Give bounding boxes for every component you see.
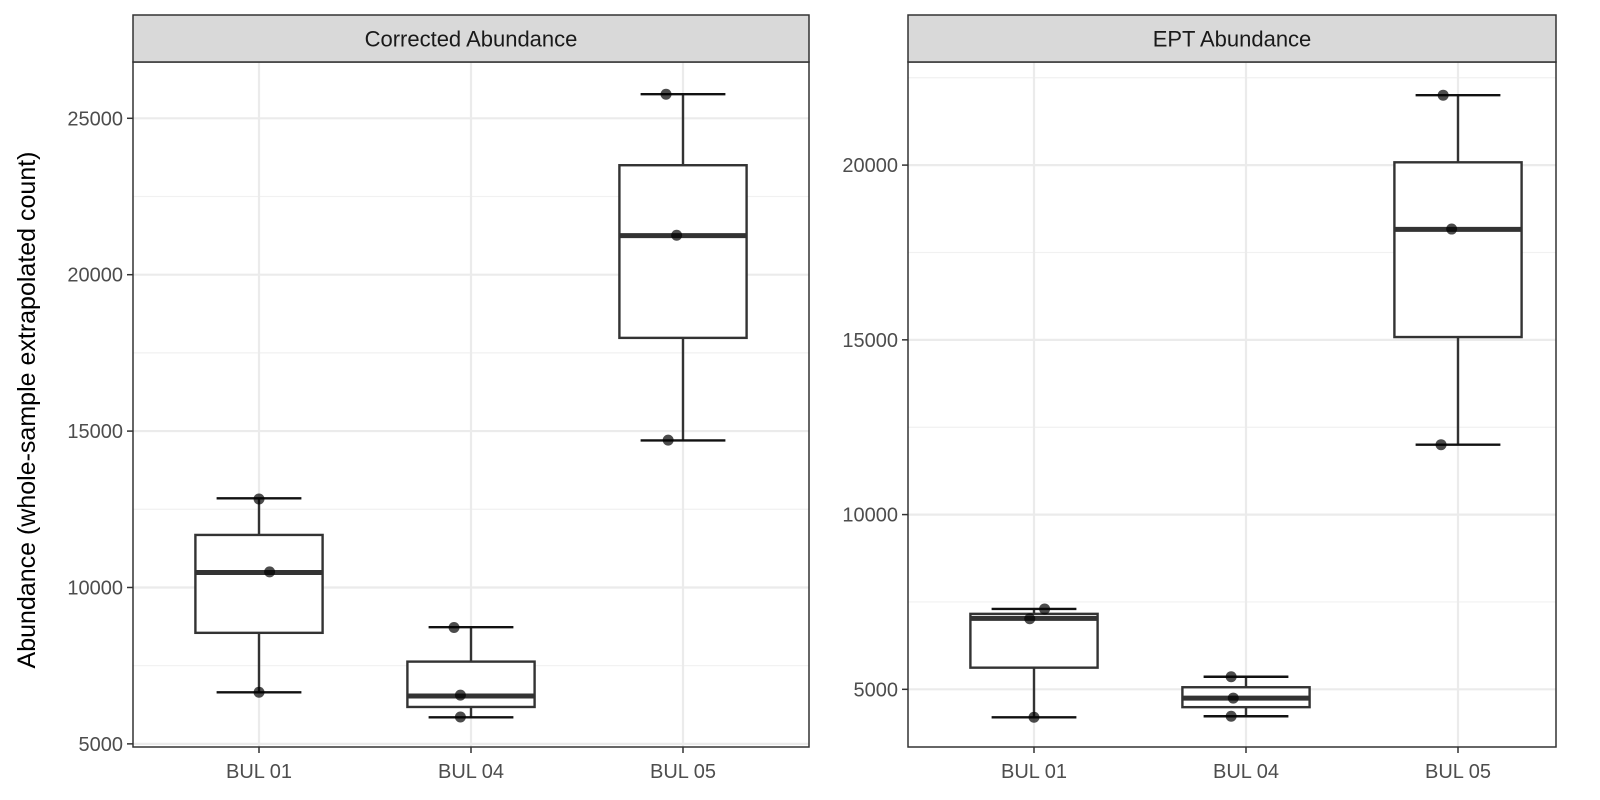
data-point bbox=[1039, 603, 1051, 615]
box-iqr bbox=[1393, 161, 1523, 339]
facet-panel: EPT Abundance 5000 10000 15000 20000 BUL 01 BU… bbox=[842, 14, 1557, 783]
data-point bbox=[1227, 692, 1239, 704]
boxplot-bul-05 bbox=[1393, 94, 1523, 446]
box-iqr bbox=[406, 660, 536, 709]
y-tick-label: 20000 bbox=[842, 155, 898, 177]
data-point bbox=[1446, 223, 1458, 235]
data-point bbox=[1435, 439, 1447, 451]
boxplot-bul-05 bbox=[618, 93, 748, 442]
y-axis-label: Abundance (whole-sample extrapolated cou… bbox=[13, 152, 41, 669]
x-tick-label: BUL 04 bbox=[1213, 761, 1279, 783]
y-tick-label: 15000 bbox=[67, 421, 123, 443]
data-point bbox=[448, 622, 460, 634]
data-point bbox=[253, 686, 265, 698]
facet-strip bbox=[907, 14, 1557, 63]
data-point bbox=[662, 434, 674, 446]
x-tick-label: BUL 04 bbox=[438, 761, 504, 783]
x-tick-label: BUL 01 bbox=[1001, 761, 1067, 783]
y-tick-label: 10000 bbox=[842, 505, 898, 527]
data-point bbox=[454, 689, 466, 701]
data-point bbox=[671, 229, 683, 241]
boxplot-bul-04 bbox=[406, 626, 536, 719]
data-point bbox=[454, 711, 466, 723]
y-tick-label: 10000 bbox=[67, 577, 123, 599]
y-tick-label: 20000 bbox=[67, 265, 123, 287]
data-point bbox=[1024, 613, 1036, 625]
box-iqr bbox=[969, 612, 1099, 669]
facet-panels: Corrected Abundance 5000 10000 15000 20000 25… bbox=[67, 14, 1557, 783]
box-iqr bbox=[618, 164, 748, 340]
facet-title: Corrected Abundance bbox=[365, 27, 578, 52]
x-tick-label: BUL 05 bbox=[650, 761, 716, 783]
data-point bbox=[660, 88, 672, 100]
data-point bbox=[264, 566, 276, 578]
data-point bbox=[1225, 671, 1237, 683]
data-point bbox=[1028, 711, 1040, 723]
y-tick-label: 15000 bbox=[842, 330, 898, 352]
boxplot-bul-04 bbox=[1181, 675, 1311, 718]
x-tick-label: BUL 05 bbox=[1425, 761, 1491, 783]
facet-strip bbox=[132, 14, 810, 63]
y-tick-label: 5000 bbox=[79, 734, 124, 756]
data-point bbox=[1437, 89, 1449, 101]
data-point bbox=[1225, 710, 1237, 722]
data-point bbox=[253, 493, 265, 505]
boxplot-bul-01 bbox=[969, 607, 1099, 719]
box-iqr bbox=[194, 533, 324, 635]
y-tick-label: 5000 bbox=[854, 679, 899, 701]
y-tick-label: 25000 bbox=[67, 108, 123, 130]
x-tick-label: BUL 01 bbox=[226, 761, 292, 783]
facet-title: EPT Abundance bbox=[1153, 27, 1312, 52]
facet-panel: Corrected Abundance 5000 10000 15000 20000 25… bbox=[67, 14, 810, 783]
